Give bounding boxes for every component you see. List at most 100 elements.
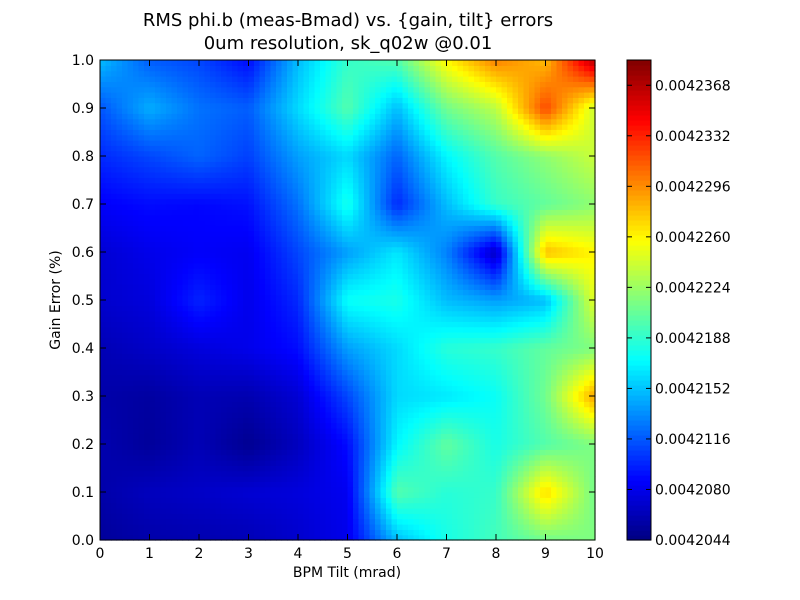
heatmap-cell — [144, 246, 151, 253]
heatmap-cell — [237, 460, 244, 466]
heatmap-cell — [435, 358, 442, 365]
heatmap-cell — [243, 374, 250, 381]
heatmap-cell — [342, 278, 349, 285]
heatmap-cell — [166, 268, 173, 274]
heatmap-cell — [111, 385, 118, 392]
heatmap-cell — [116, 390, 123, 397]
heatmap-cell — [479, 524, 486, 530]
heatmap-cell — [199, 502, 206, 509]
heatmap-cell — [221, 412, 228, 418]
heatmap-cell — [309, 476, 316, 482]
heatmap-cell — [133, 268, 140, 274]
heatmap-cell — [501, 444, 508, 450]
heatmap-cell — [177, 300, 184, 306]
heatmap-cell — [188, 326, 195, 333]
heatmap-cell — [507, 428, 514, 434]
heatmap-cell — [270, 268, 277, 274]
heatmap-cell — [221, 262, 228, 269]
heatmap-cell — [578, 337, 585, 344]
heatmap-cell — [221, 284, 228, 290]
heatmap-cell — [188, 380, 195, 386]
heatmap-cell — [408, 273, 415, 280]
heatmap-cell — [177, 529, 184, 536]
heatmap-cell — [171, 305, 178, 312]
heatmap-cell — [507, 513, 514, 520]
heatmap-cell — [127, 284, 134, 290]
heatmap-cell — [298, 369, 305, 376]
heatmap-cell — [441, 289, 448, 296]
heatmap-cell — [298, 268, 305, 274]
heatmap-cell — [496, 294, 503, 301]
heatmap-cell — [270, 476, 277, 482]
heatmap-cell — [490, 348, 497, 354]
heatmap-cell — [468, 321, 475, 328]
heatmap-cell — [468, 278, 475, 285]
heatmap-cell — [226, 300, 233, 306]
heatmap-cell — [463, 486, 470, 493]
heatmap-cell — [160, 348, 167, 354]
heatmap-cell — [116, 310, 123, 317]
heatmap-cell — [435, 364, 442, 370]
heatmap-cell — [342, 438, 349, 445]
heatmap-cell — [347, 310, 354, 317]
heatmap-cell — [298, 428, 305, 434]
heatmap-cell — [369, 428, 376, 434]
heatmap-cell — [402, 406, 409, 413]
heatmap-cell — [303, 284, 310, 290]
heatmap-cell — [138, 449, 145, 456]
heatmap-cell — [446, 497, 453, 504]
heatmap-cell — [292, 406, 299, 413]
heatmap-cell — [353, 433, 360, 440]
heatmap-cell — [116, 492, 123, 498]
heatmap-cell — [446, 492, 453, 498]
heatmap-cell — [490, 326, 497, 333]
heatmap-cell — [540, 246, 547, 253]
heatmap-cell — [468, 252, 475, 258]
heatmap-cell — [254, 321, 261, 328]
heatmap-cell — [314, 380, 321, 386]
heatmap-cell — [584, 300, 591, 306]
heatmap-cell — [144, 337, 151, 344]
heatmap-cell — [116, 305, 123, 312]
heatmap-cell — [171, 300, 178, 306]
heatmap-cell — [485, 358, 492, 365]
heatmap-cell — [496, 278, 503, 285]
heatmap-cell — [105, 353, 112, 360]
heatmap-cell — [298, 460, 305, 466]
heatmap-cell — [391, 364, 398, 370]
heatmap-cell — [177, 396, 184, 402]
heatmap-cell — [210, 305, 217, 312]
heatmap-cell — [298, 449, 305, 456]
heatmap-cell — [204, 401, 211, 408]
heatmap-cell — [408, 268, 415, 274]
heatmap-cell — [298, 396, 305, 402]
heatmap-cell — [298, 257, 305, 264]
heatmap-cell — [534, 460, 541, 466]
heatmap-cell — [243, 412, 250, 418]
heatmap-cell — [556, 433, 563, 440]
heatmap-cell — [463, 278, 470, 285]
heatmap-cell — [452, 417, 459, 424]
heatmap-cell — [336, 438, 343, 445]
heatmap-cell — [292, 278, 299, 285]
heatmap-cell — [353, 305, 360, 312]
heatmap-cell — [391, 390, 398, 397]
heatmap-cell — [413, 268, 420, 274]
heatmap-cell — [578, 294, 585, 301]
heatmap-cell — [413, 422, 420, 429]
heatmap-cell — [397, 332, 404, 338]
heatmap-cell — [303, 444, 310, 450]
heatmap-cell — [287, 524, 294, 530]
heatmap-cell — [479, 337, 486, 344]
heatmap-cell — [391, 369, 398, 376]
heatmap-cell — [122, 300, 129, 306]
heatmap-cell — [562, 444, 569, 450]
heatmap-cell — [578, 401, 585, 408]
heatmap-cell — [314, 262, 321, 269]
heatmap-cell — [430, 524, 437, 530]
heatmap-cell — [402, 492, 409, 498]
heatmap-cell — [226, 460, 233, 466]
heatmap-cell — [562, 406, 569, 413]
heatmap-cell — [518, 342, 525, 349]
heatmap-cell — [149, 332, 156, 338]
